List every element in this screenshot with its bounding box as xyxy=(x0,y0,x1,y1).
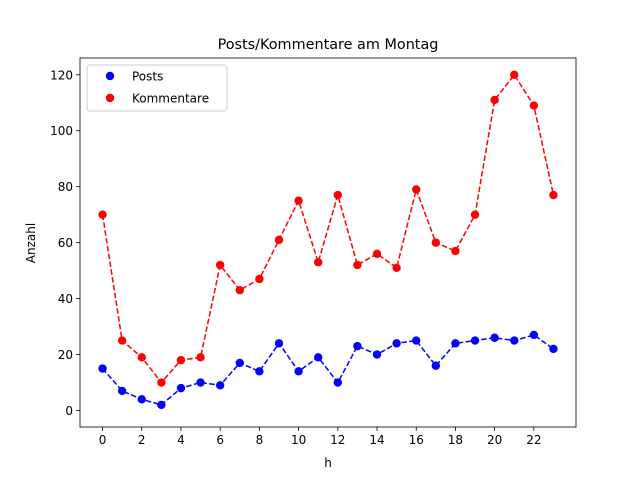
data-point-posts xyxy=(137,395,146,404)
data-point-posts xyxy=(274,339,284,348)
data-point-posts xyxy=(196,378,205,387)
data-point-kommentare xyxy=(392,263,401,273)
data-point-posts xyxy=(117,386,127,396)
data-point-kommentare xyxy=(470,210,480,219)
x-tick-label: 12 xyxy=(330,433,345,447)
data-point-posts xyxy=(392,339,401,348)
data-point-kommentare xyxy=(235,285,244,295)
data-point-posts xyxy=(549,344,558,354)
data-point-kommentare xyxy=(98,210,107,219)
data-point-kommentare xyxy=(157,378,166,387)
data-point-posts xyxy=(431,361,441,370)
data-point-posts xyxy=(451,339,460,348)
data-point-posts xyxy=(353,341,362,351)
x-tick-label: 22 xyxy=(526,433,541,447)
legend-marker xyxy=(105,71,115,81)
data-point-kommentare xyxy=(117,336,127,345)
data-point-kommentare xyxy=(412,185,421,194)
data-point-posts xyxy=(98,364,107,373)
data-point-kommentare xyxy=(431,238,441,247)
data-point-posts xyxy=(470,336,480,345)
data-point-posts xyxy=(510,336,519,345)
data-point-kommentare xyxy=(274,235,284,245)
data-point-kommentare xyxy=(549,190,558,200)
data-point-posts xyxy=(215,381,225,390)
x-tick-label: 2 xyxy=(138,433,146,447)
data-point-kommentare xyxy=(313,258,323,267)
legend-marker xyxy=(105,93,115,103)
y-tick-label: 40 xyxy=(58,292,73,306)
data-point-kommentare xyxy=(137,353,146,362)
data-point-kommentare xyxy=(490,95,499,105)
data-point-kommentare xyxy=(510,70,519,79)
x-tick-label: 20 xyxy=(487,433,502,447)
legend: Posts Kommentare xyxy=(86,64,228,112)
data-point-posts xyxy=(157,400,166,410)
data-point-posts xyxy=(529,330,539,340)
data-point-posts xyxy=(294,367,303,376)
x-tick-label: 6 xyxy=(216,433,224,447)
y-tick-label: 100 xyxy=(50,124,73,138)
x-tick-label: 16 xyxy=(409,433,424,447)
plot-area: 0 2 4 6 8 10 12 14 16 18 20 22 0 20 40 60 80 100 120 xyxy=(50,57,577,447)
data-point-kommentare xyxy=(255,274,264,284)
legend-label: Posts xyxy=(132,70,163,84)
y-tick-label: 80 xyxy=(58,180,73,194)
y-tick-label: 0 xyxy=(65,404,73,418)
chart-title: Posts/Kommentare am Montag xyxy=(218,37,439,53)
data-point-kommentare xyxy=(529,101,539,110)
x-tick-label: 10 xyxy=(291,433,306,447)
data-point-posts xyxy=(255,367,264,376)
data-point-kommentare xyxy=(176,355,186,365)
data-point-posts xyxy=(313,353,323,362)
data-point-kommentare xyxy=(353,260,362,270)
x-tick-label: 4 xyxy=(177,433,185,447)
data-point-posts xyxy=(412,336,421,345)
data-point-posts xyxy=(372,350,382,359)
data-point-kommentare xyxy=(196,353,205,362)
data-point-kommentare xyxy=(372,249,382,259)
x-tick-label: 18 xyxy=(448,433,463,447)
y-tick-label: 60 xyxy=(58,236,73,250)
x-tick-label: 14 xyxy=(369,433,384,447)
x-tick-label: 0 xyxy=(99,433,107,447)
x-axis-label: h xyxy=(324,456,332,470)
data-point-posts xyxy=(333,378,343,387)
data-point-kommentare xyxy=(333,190,343,200)
legend-box xyxy=(86,64,228,112)
data-point-posts xyxy=(235,358,244,368)
x-tick-label: 8 xyxy=(256,433,264,447)
y-tick-label: 120 xyxy=(50,68,73,82)
axes-frame xyxy=(79,57,577,428)
data-point-kommentare xyxy=(294,196,303,205)
data-point-posts xyxy=(176,383,186,393)
data-point-kommentare xyxy=(215,260,225,270)
data-point-posts xyxy=(490,333,499,342)
series-line-kommentare xyxy=(101,73,555,384)
y-tick-label: 20 xyxy=(58,348,73,362)
legend-label: Kommentare xyxy=(132,92,209,106)
y-axis-label: Anzahl xyxy=(24,223,38,263)
data-point-kommentare xyxy=(451,246,460,256)
